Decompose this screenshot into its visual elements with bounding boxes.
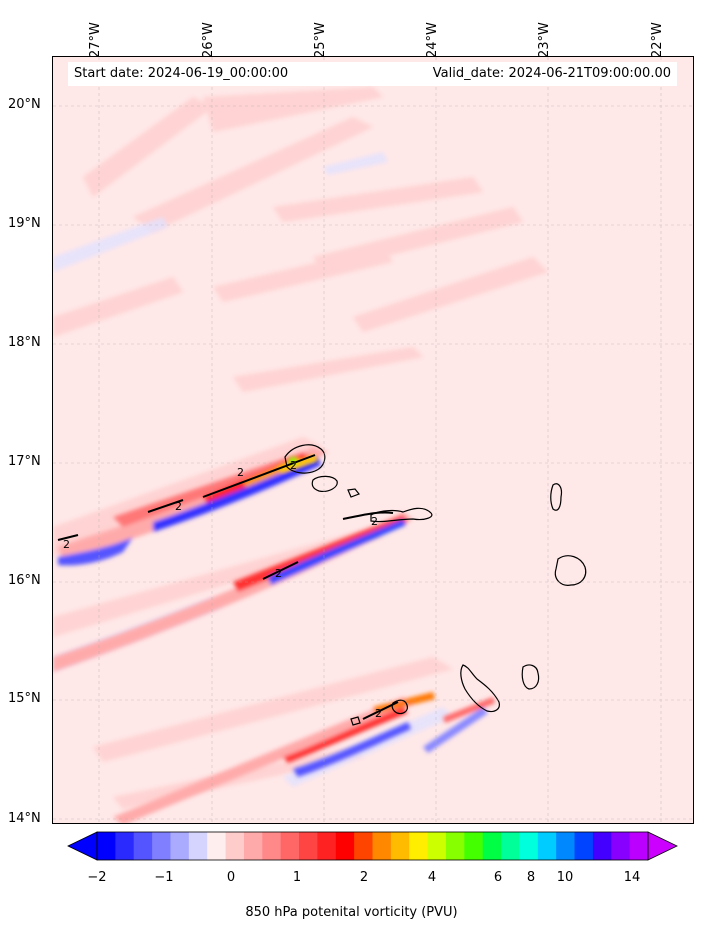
colorbar-cell (225, 832, 245, 860)
colorbar-cell (519, 832, 539, 860)
colorbar-cell (97, 832, 116, 860)
colorbar-cells (97, 832, 649, 860)
colorbar-cell (464, 832, 484, 860)
colorbar-cell (299, 832, 318, 860)
lat-label-14n: 14°N (8, 811, 41, 826)
colorbar-tick-label: 14 (623, 870, 641, 885)
colorbar-cell (501, 832, 521, 860)
colorbar-cell (133, 832, 153, 860)
colorbar-cell (170, 832, 190, 860)
colorbar-cell (592, 832, 612, 860)
lon-label-26w: 26°W (201, 22, 216, 58)
contour-label: 2 (175, 500, 182, 513)
lon-label-22w: 22°W (650, 22, 665, 58)
colorbar-extend-high (648, 832, 677, 860)
colorbar-cell (317, 832, 337, 860)
colorbar-cell (445, 832, 465, 860)
colorbar-cell (262, 832, 282, 860)
colorbar-label: 850 hPa potenital vorticity (PVU) (245, 905, 458, 920)
colorbar-cell (243, 832, 263, 860)
lon-label-24w: 24°W (425, 22, 440, 58)
contour-label: 2 (63, 538, 70, 551)
colorbar-tick-label: 0 (226, 870, 236, 885)
lon-label-27w: 27°W (88, 22, 103, 58)
colorbar-cell (280, 832, 300, 860)
lat-label-16n: 16°N (8, 573, 41, 588)
colorbar-cell (556, 832, 576, 860)
lat-label-17n: 17°N (8, 454, 41, 469)
pv-contour-2 (57, 454, 399, 720)
colorbar-cell (335, 832, 355, 860)
lon-label-25w: 25°W (313, 22, 328, 58)
colorbar-tick-label: 8 (526, 870, 536, 885)
colorbar-tick-label: 6 (493, 870, 503, 885)
colorbar-tick-label: 2 (359, 870, 369, 885)
contour-label: 2 (237, 466, 244, 479)
colorbar (67, 831, 678, 861)
colorbar-tick-label: 1 (292, 870, 302, 885)
lat-label-19n: 19°N (8, 216, 41, 231)
lat-label-15n: 15°N (8, 691, 41, 706)
colorbar-cell (188, 832, 208, 860)
colorbar-tick-label: 10 (556, 870, 574, 885)
colorbar-cell (409, 832, 429, 860)
island-sao-nicolau (370, 507, 433, 523)
colorbar-tick-label: 4 (427, 870, 437, 885)
colorbar-extend-low (68, 832, 97, 860)
colorbar-tick-label: −2 (87, 870, 107, 885)
island-santiago (460, 664, 500, 713)
colorbar-cell (152, 832, 172, 860)
lat-label-20n: 20°N (8, 97, 41, 112)
colorbar-cell (482, 832, 502, 860)
lat-label-18n: 18°N (8, 335, 41, 350)
colorbar-cell (611, 832, 631, 860)
date-info-box: Start date: 2024-06-19_00:00:00 Valid_da… (68, 62, 677, 86)
contour-labels: 2 2 2 2 2 2 2 (63, 459, 382, 720)
island-sal (550, 483, 563, 511)
contour-label: 2 (275, 567, 282, 580)
colorbar-cell (629, 832, 649, 860)
graticule (53, 57, 693, 823)
colorbar-cell (354, 832, 374, 860)
colorbar-cell (372, 832, 392, 860)
contour-label: 2 (375, 707, 382, 720)
colorbar-cell (207, 832, 227, 860)
island-sao-vicente (311, 475, 338, 492)
island-santa-luzia (347, 488, 360, 498)
pv-field-map: 2 2 2 2 2 2 2 (53, 57, 693, 823)
colorbar-cell (115, 832, 135, 860)
colorbar-cell (537, 832, 557, 860)
island-outlines (284, 444, 587, 726)
colorbar-cell (427, 832, 447, 860)
colorbar-cell (390, 832, 410, 860)
island-maio (521, 664, 540, 690)
island-brava (350, 716, 361, 726)
lon-label-23w: 23°W (537, 22, 552, 58)
island-boa-vista (554, 555, 587, 586)
pv-band-south (113, 692, 495, 823)
colorbar-cell (574, 832, 594, 860)
colorbar-tick-label: −1 (154, 870, 174, 885)
valid-date-text: Valid_date: 2024-06-21T09:00:00.00 (432, 66, 671, 81)
start-date-text: Start date: 2024-06-19_00:00:00 (74, 66, 289, 81)
map-panel[interactable]: 2 2 2 2 2 2 2 (52, 56, 694, 824)
contour-label: 2 (371, 515, 378, 528)
island-santo-antao (284, 444, 326, 474)
contour-label: 2 (290, 459, 297, 472)
